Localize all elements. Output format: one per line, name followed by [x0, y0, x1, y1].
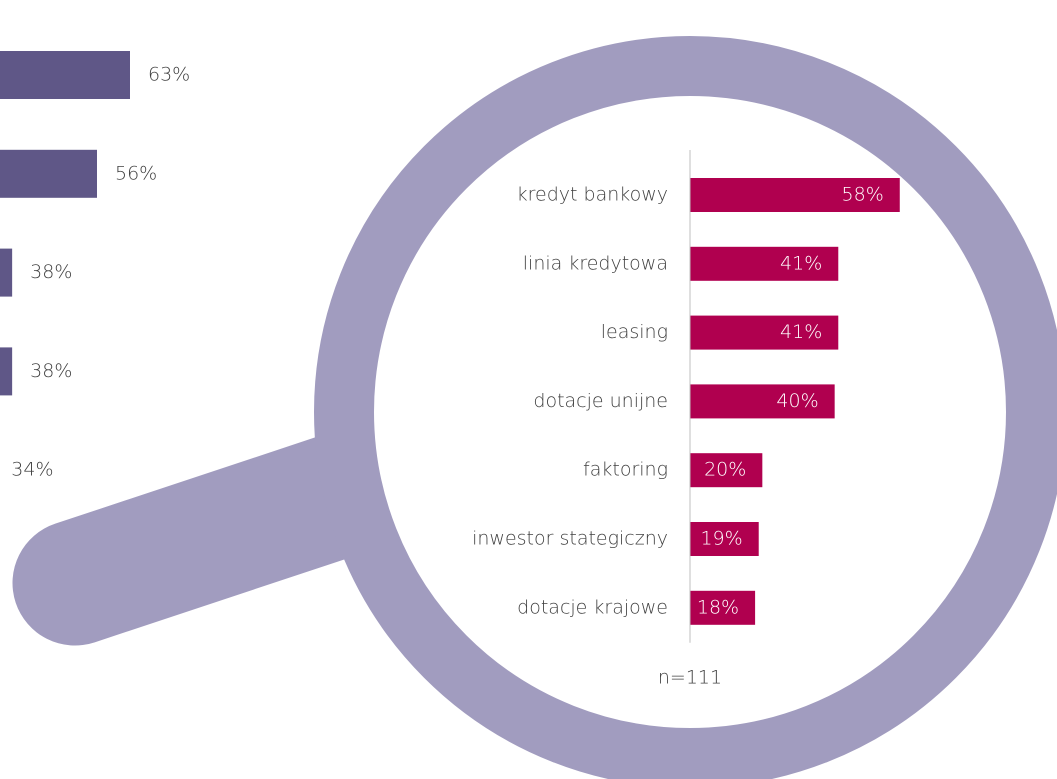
bar: [690, 384, 835, 419]
category-label: faktoring: [583, 459, 668, 481]
value-label: 38%: [30, 261, 72, 283]
background-chart: 63% 56% 38% 38% 34%: [0, 51, 190, 481]
magnifier: [12, 36, 1057, 779]
bar: [690, 178, 900, 212]
category-label: dotacje unijne: [533, 390, 668, 412]
bar: [0, 149, 97, 198]
value-label: 63%: [148, 64, 190, 86]
category-label: kredyt bankowy: [517, 184, 668, 206]
value-label: 19%: [700, 528, 742, 550]
value-label: 34%: [11, 459, 53, 481]
value-label: 38%: [30, 360, 72, 382]
value-label: 20%: [704, 459, 746, 481]
category-label: dotacje krajowe: [517, 596, 668, 618]
value-label: 58%: [842, 184, 884, 206]
category-label: leasing: [601, 321, 668, 343]
lens-chart: n=111 kredyt bankowy 58% linia kredytowa 41…: [472, 150, 900, 689]
value-label: 18%: [697, 596, 739, 618]
bar: [690, 590, 756, 625]
bar: [690, 522, 759, 556]
value-label: 41%: [780, 321, 822, 343]
bar: [690, 246, 839, 281]
bar: [0, 347, 13, 396]
bar: [0, 248, 13, 297]
bar: [690, 453, 763, 488]
value-label: 56%: [115, 162, 157, 184]
value-label: 41%: [780, 252, 822, 274]
bar: [690, 315, 839, 350]
bar: [0, 51, 130, 99]
category-label: inwestor stategiczny: [472, 528, 668, 550]
sample-note: n=111: [658, 667, 722, 689]
magnifier-handle: [12, 432, 403, 646]
value-label: 40%: [776, 390, 818, 412]
category-label: linia kredytowa: [523, 252, 668, 274]
